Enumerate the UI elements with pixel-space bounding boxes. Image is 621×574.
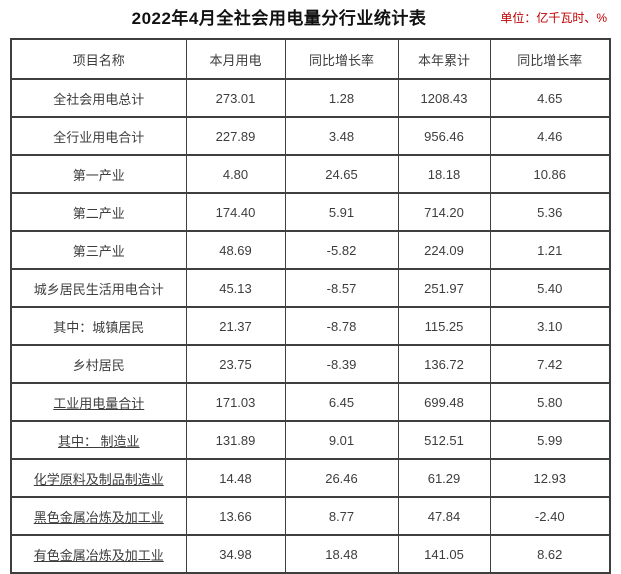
header-cell-month-usage: 本月用电 bbox=[185, 38, 286, 80]
value-cell: 26.46 bbox=[284, 458, 399, 498]
row-label-cell: 化学原料及制品制造业 bbox=[10, 458, 187, 498]
row-label-cell: 黑色金属冶炼及加工业 bbox=[10, 496, 187, 536]
value-cell: 4.46 bbox=[489, 116, 611, 156]
value-cell: 956.46 bbox=[397, 116, 491, 156]
header-cell-yoy-ytd: 同比增长率 bbox=[489, 38, 611, 80]
value-cell: 13.66 bbox=[185, 496, 286, 536]
value-cell: -8.39 bbox=[284, 344, 399, 384]
value-cell: 6.45 bbox=[284, 382, 399, 422]
value-cell: 34.98 bbox=[185, 534, 286, 574]
row-label-cell: 全社会用电总计 bbox=[10, 78, 187, 118]
value-cell: 5.80 bbox=[489, 382, 611, 422]
table-body: 全社会用电总计 273.01 1.28 1208.43 4.65 全行业用电合计 227.8… bbox=[10, 78, 611, 574]
row-label-cell: 第二产业 bbox=[10, 192, 187, 232]
value-cell: 251.97 bbox=[397, 268, 491, 308]
value-cell: -8.78 bbox=[284, 306, 399, 346]
value-cell: 9.01 bbox=[284, 420, 399, 460]
table-row: 其中：城镇居民 21.37 -8.78 115.25 3.10 bbox=[10, 306, 611, 346]
table-row: 乡村居民 23.75 -8.39 136.72 7.42 bbox=[10, 344, 611, 384]
value-cell: 5.36 bbox=[489, 192, 611, 232]
table-row: 城乡居民生活用电合计 45.13 -8.57 251.97 5.40 bbox=[10, 268, 611, 308]
value-cell: 136.72 bbox=[397, 344, 491, 384]
value-cell: -8.57 bbox=[284, 268, 399, 308]
table-row: 黑色金属冶炼及加工业 13.66 8.77 47.84 -2.40 bbox=[10, 496, 611, 536]
row-label-cell: 全行业用电合计 bbox=[10, 116, 187, 156]
value-cell: 171.03 bbox=[185, 382, 286, 422]
value-cell: 18.18 bbox=[397, 154, 491, 194]
row-label-cell: 第一产业 bbox=[10, 154, 187, 194]
value-cell: 273.01 bbox=[185, 78, 286, 118]
header-bar: 2022年4月全社会用电量分行业统计表 单位：亿千瓦时、% bbox=[10, 0, 609, 38]
row-label-cell: 工业用电量合计 bbox=[10, 382, 187, 422]
value-cell: 3.48 bbox=[284, 116, 399, 156]
value-cell: 1.21 bbox=[489, 230, 611, 270]
value-cell: -5.82 bbox=[284, 230, 399, 270]
row-label-cell: 有色金属冶炼及加工业 bbox=[10, 534, 187, 574]
table-row: 第二产业 174.40 5.91 714.20 5.36 bbox=[10, 192, 611, 232]
page-title: 2022年4月全社会用电量分行业统计表 bbox=[131, 9, 427, 28]
value-cell: 8.62 bbox=[489, 534, 611, 574]
value-cell: 61.29 bbox=[397, 458, 491, 498]
value-cell: 14.48 bbox=[185, 458, 286, 498]
row-label-cell: 其中：城镇居民 bbox=[10, 306, 187, 346]
header-cell-item-name: 项目名称 bbox=[10, 38, 187, 80]
table-row: 化学原料及制品制造业 14.48 26.46 61.29 12.93 bbox=[10, 458, 611, 498]
electricity-stats-table: 项目名称 本月用电 同比增长率 本年累计 同比增长率 全社会用电总计 273.01… bbox=[10, 38, 611, 574]
row-label-cell: 第三产业 bbox=[10, 230, 187, 270]
value-cell: 115.25 bbox=[397, 306, 491, 346]
value-cell: 48.69 bbox=[185, 230, 286, 270]
value-cell: 10.86 bbox=[489, 154, 611, 194]
value-cell: 141.05 bbox=[397, 534, 491, 574]
value-cell: 45.13 bbox=[185, 268, 286, 308]
table-row: 有色金属冶炼及加工业 34.98 18.48 141.05 8.62 bbox=[10, 534, 611, 574]
value-cell: 714.20 bbox=[397, 192, 491, 232]
table-row: 其中： 制造业 131.89 9.01 512.51 5.99 bbox=[10, 420, 611, 460]
value-cell: 174.40 bbox=[185, 192, 286, 232]
unit-label: 单位：亿千瓦时、% bbox=[500, 11, 607, 25]
value-cell: 7.42 bbox=[489, 344, 611, 384]
table-row: 全行业用电合计 227.89 3.48 956.46 4.46 bbox=[10, 116, 611, 156]
value-cell: 3.10 bbox=[489, 306, 611, 346]
value-cell: 47.84 bbox=[397, 496, 491, 536]
value-cell: 512.51 bbox=[397, 420, 491, 460]
row-label-cell: 城乡居民生活用电合计 bbox=[10, 268, 187, 308]
table-row: 第三产业 48.69 -5.82 224.09 1.21 bbox=[10, 230, 611, 270]
value-cell: 1208.43 bbox=[397, 78, 491, 118]
value-cell: 12.93 bbox=[489, 458, 611, 498]
value-cell: 18.48 bbox=[284, 534, 399, 574]
value-cell: 699.48 bbox=[397, 382, 491, 422]
value-cell: 24.65 bbox=[284, 154, 399, 194]
header-cell-ytd-total: 本年累计 bbox=[397, 38, 491, 80]
value-cell: 8.77 bbox=[284, 496, 399, 536]
value-cell: -2.40 bbox=[489, 496, 611, 536]
value-cell: 21.37 bbox=[185, 306, 286, 346]
value-cell: 5.99 bbox=[489, 420, 611, 460]
value-cell: 4.80 bbox=[185, 154, 286, 194]
table-row: 工业用电量合计 171.03 6.45 699.48 5.80 bbox=[10, 382, 611, 422]
value-cell: 131.89 bbox=[185, 420, 286, 460]
row-label-cell: 其中： 制造业 bbox=[10, 420, 187, 460]
table-row: 全社会用电总计 273.01 1.28 1208.43 4.65 bbox=[10, 78, 611, 118]
value-cell: 5.40 bbox=[489, 268, 611, 308]
value-cell: 4.65 bbox=[489, 78, 611, 118]
value-cell: 227.89 bbox=[185, 116, 286, 156]
value-cell: 5.91 bbox=[284, 192, 399, 232]
header-row: 项目名称 本月用电 同比增长率 本年累计 同比增长率 bbox=[10, 38, 611, 80]
table-header: 项目名称 本月用电 同比增长率 本年累计 同比增长率 bbox=[10, 38, 611, 80]
value-cell: 224.09 bbox=[397, 230, 491, 270]
table-row: 第一产业 4.80 24.65 18.18 10.86 bbox=[10, 154, 611, 194]
row-label-cell: 乡村居民 bbox=[10, 344, 187, 384]
value-cell: 1.28 bbox=[284, 78, 399, 118]
value-cell: 23.75 bbox=[185, 344, 286, 384]
header-cell-yoy-month: 同比增长率 bbox=[284, 38, 399, 80]
